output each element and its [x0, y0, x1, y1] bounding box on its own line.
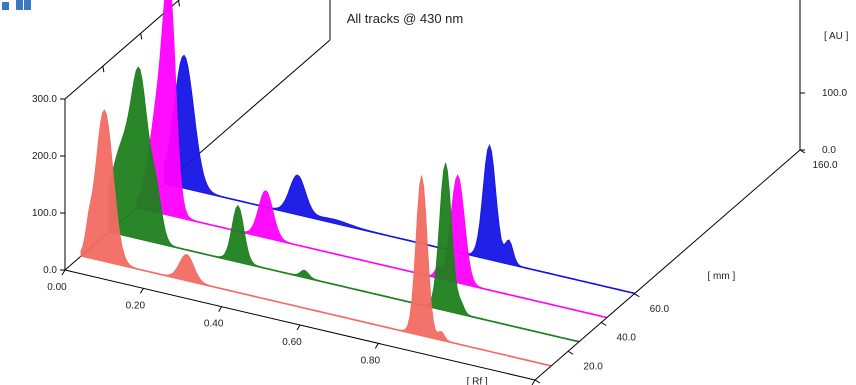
track-3-trace: [136, 0, 607, 319]
y-tick-label-right: 0.0: [822, 145, 836, 156]
z-tick: [600, 322, 607, 326]
x-tick-label: 0.80: [361, 355, 381, 366]
y-axis-title: [ AU ]: [824, 31, 849, 42]
x-tick: [296, 324, 301, 331]
track-1-trace: [80, 108, 552, 367]
z-tick-label: 60.0: [650, 304, 670, 315]
y-tick-label-left: 300.0: [32, 94, 57, 105]
z-tick-label: 40.0: [617, 333, 637, 344]
z-tick: [634, 293, 640, 298]
y-tick-label-left: 0.0: [43, 265, 57, 276]
track-4-trace: [164, 54, 635, 295]
x-tick: [218, 306, 223, 312]
left-top-tick: [178, 0, 181, 7]
x-tick-label: 0.40: [204, 319, 224, 330]
left-top-tick: [102, 66, 105, 73]
y-tick-label-left: 200.0: [32, 151, 57, 162]
x-tick: [61, 269, 66, 276]
z-axis-title: [ mm ]: [708, 271, 736, 282]
x-tick: [374, 343, 379, 349]
x-tick-label: 0.00: [47, 282, 67, 293]
z-tick: [799, 149, 806, 154]
y-tick-label-left: 100.0: [32, 208, 57, 219]
right-floor-edge: [534, 149, 801, 381]
x-tick-label: 0.20: [126, 300, 146, 311]
x-tick: [139, 288, 144, 294]
tracks-layer: [80, 0, 635, 367]
left-top-tick: [140, 33, 143, 40]
left-top-edge: [64, 0, 180, 100]
z-tick: [534, 379, 541, 384]
x-tick: [531, 379, 536, 385]
z-tick-label: 160.0: [812, 160, 837, 171]
app-logo-icon: [2, 0, 42, 14]
y-tick-label-right: 100.0: [822, 88, 847, 99]
z-tick: [567, 350, 574, 355]
z-tick-label: 20.0: [583, 361, 603, 372]
x-tick-label: 0.60: [282, 337, 302, 348]
x-axis-title: [ Rf ]: [467, 377, 488, 385]
chart-title: All tracks @ 430 nm: [347, 11, 464, 26]
track-2-trace: [108, 66, 580, 343]
